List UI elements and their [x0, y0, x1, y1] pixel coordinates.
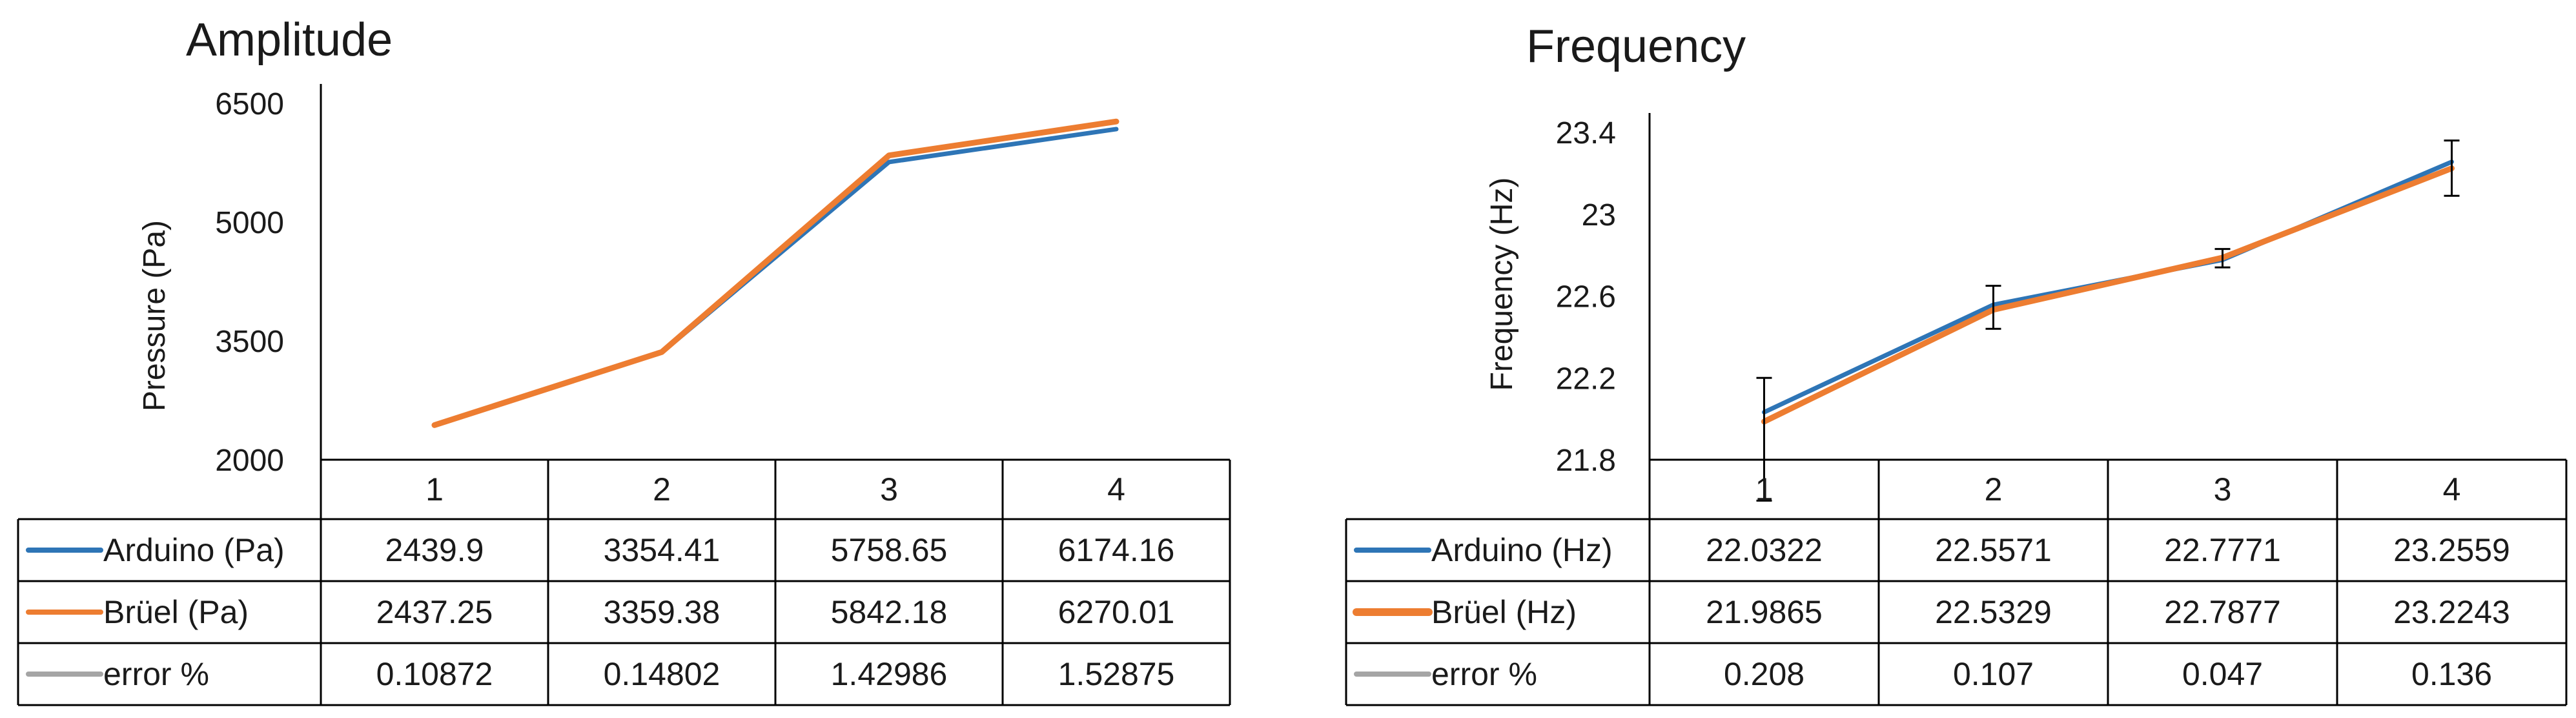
legend-series-name: error %	[1431, 656, 1537, 692]
chart-title: Frequency	[1526, 21, 1746, 72]
table-cell: 0.047	[2182, 656, 2263, 692]
table-cell: 1.42986	[831, 656, 948, 692]
table-cell: 23.2559	[2393, 532, 2510, 568]
y-axis-title: Frequency (Hz)	[1485, 178, 1519, 391]
data-point	[887, 159, 891, 164]
legend-series-name: Brüel (Hz)	[1431, 594, 1577, 630]
table-cell: 5758.65	[831, 532, 948, 568]
y-tick-label: 22.2	[1556, 362, 1616, 396]
x-category-label: 4	[1107, 471, 1125, 508]
table-cell: 3359.38	[604, 594, 721, 630]
data-point	[1114, 127, 1118, 131]
table-cell: 0.208	[1724, 656, 1804, 692]
table-cell: 21.9865	[1706, 594, 1823, 630]
table-cell: 22.5571	[1935, 532, 2052, 568]
y-tick-label: 22.6	[1556, 280, 1616, 314]
y-axis-title: Pressure (Pa)	[138, 220, 172, 411]
table-cell: 22.7771	[2164, 532, 2281, 568]
legend-series-name: error %	[103, 656, 209, 692]
y-tick-label: 21.8	[1556, 444, 1616, 478]
x-category-label: 3	[880, 471, 898, 508]
y-tick-label: 23.4	[1556, 116, 1616, 150]
data-point	[887, 153, 891, 158]
series-line-arduino	[1762, 159, 2454, 415]
legend-series-name: Brüel (Pa)	[103, 594, 249, 630]
x-category-label: 2	[1985, 471, 2003, 508]
y-tick-label: 6500	[215, 87, 284, 121]
y-tick-label: 5000	[215, 206, 284, 240]
x-category-label: 1	[1755, 471, 1774, 508]
series-line-arduino	[432, 127, 1119, 427]
x-category-label: 1	[425, 471, 444, 508]
table-cell: 22.0322	[1706, 532, 1823, 568]
data-point	[1114, 119, 1118, 124]
data-point	[433, 423, 436, 427]
table-cell: 2439.9	[385, 532, 484, 568]
series-line-bruel	[431, 118, 1119, 428]
table-cell: 6174.16	[1058, 532, 1175, 568]
table-cell: 22.7877	[2164, 594, 2281, 630]
table-cell: 0.136	[2411, 656, 2492, 692]
table-cell: 6270.01	[1058, 594, 1175, 630]
table-cell: 0.14802	[604, 656, 721, 692]
y-tick-label: 3500	[215, 325, 284, 359]
table-cell: 5842.18	[831, 594, 948, 630]
table-cell: 23.2243	[2393, 594, 2510, 630]
amplitude-chart: Amplitude Pressure (Pa) 6500 5000 3500 2000 1 2…	[17, 14, 1231, 706]
legend-series-name: Arduino (Pa)	[103, 532, 285, 568]
x-category-label: 4	[2443, 471, 2461, 508]
table-cell: 22.5329	[1935, 594, 2052, 630]
legend-series-name: Arduino (Hz)	[1431, 532, 1613, 568]
table-cell: 0.10872	[376, 656, 493, 692]
chart-title: Amplitude	[186, 14, 393, 66]
table-cell: 0.107	[1953, 656, 2034, 692]
table-cell: 2437.25	[376, 594, 493, 630]
series-line-bruel	[1761, 165, 2455, 425]
data-point	[660, 350, 664, 354]
y-tick-label: 23	[1582, 198, 1616, 232]
table-cell: 3354.41	[604, 532, 721, 568]
y-tick-label: 2000	[215, 444, 284, 478]
x-category-label: 2	[653, 471, 671, 508]
x-category-label: 3	[2214, 471, 2232, 508]
table-cell: 1.52875	[1058, 656, 1175, 692]
